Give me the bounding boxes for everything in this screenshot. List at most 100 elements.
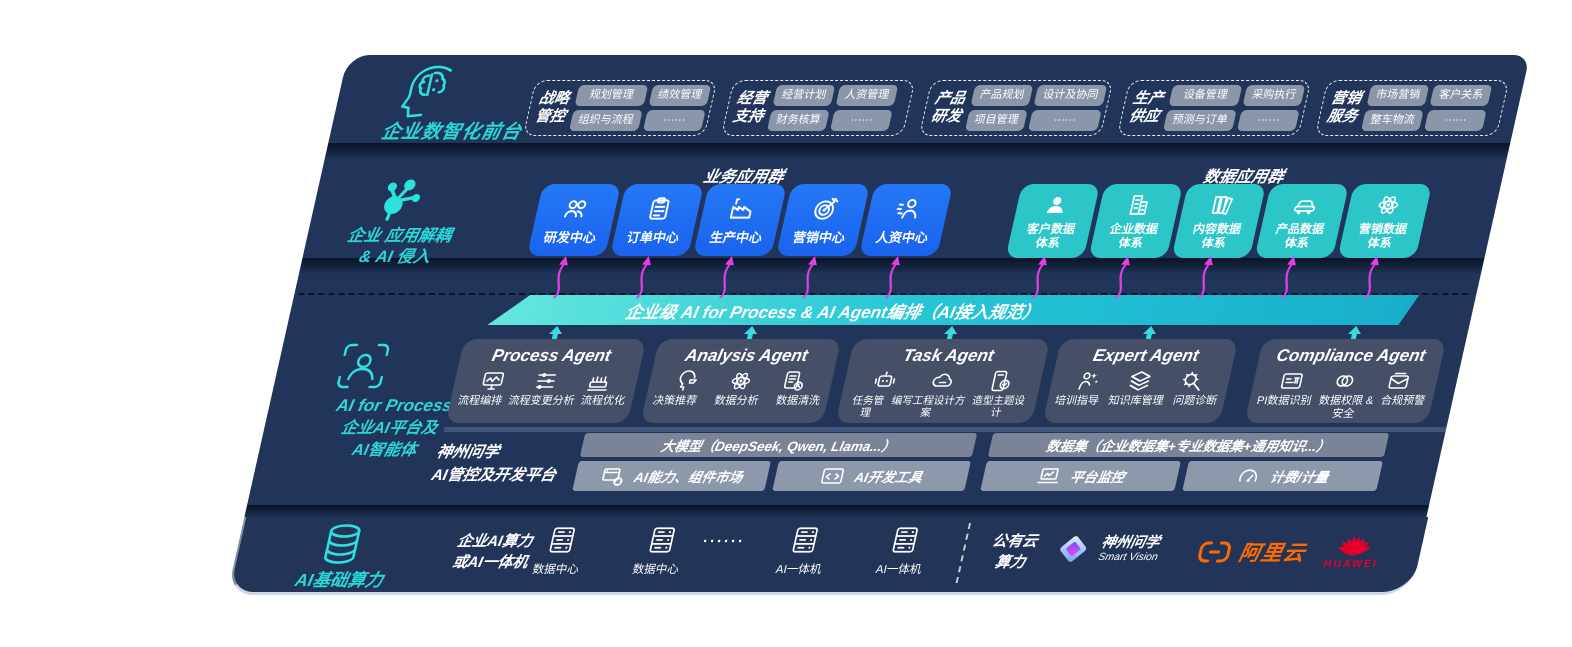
agent-item: 编写工程设计方案 bbox=[890, 395, 967, 420]
slab-edge bbox=[244, 505, 1430, 517]
huawei-flower-icon bbox=[1338, 536, 1371, 556]
agent-item: 问题诊断 bbox=[1171, 395, 1219, 407]
hr-icon bbox=[896, 198, 917, 219]
module-pill: ······ bbox=[1423, 110, 1487, 131]
agent-title: Process Agent bbox=[490, 346, 613, 365]
agent-item: 数据清洗 bbox=[774, 395, 822, 407]
molecule-icon bbox=[384, 179, 421, 221]
connector-arrow bbox=[1280, 256, 1296, 299]
app-label: 内容数据 体系 bbox=[1191, 221, 1243, 250]
app-label: 生产中心 bbox=[708, 229, 764, 245]
model-panel: 大模型（DeepSeek, Qwen, Llama...） AI能力、组件市场 … bbox=[572, 433, 978, 491]
server-icon bbox=[792, 527, 818, 553]
module-pill: 财务核算 bbox=[766, 110, 830, 131]
data-clean-icon bbox=[784, 371, 804, 391]
dataset-bar: 数据集（企业数据集+专业数据集+通用知识...） bbox=[987, 433, 1390, 457]
module-pill: 客户关系 bbox=[1429, 85, 1493, 106]
brain-head-icon bbox=[401, 65, 453, 118]
connector-arrow bbox=[884, 256, 900, 299]
huawei-logo: HUAWEI bbox=[1323, 525, 1387, 570]
alicloud-logo: 阿里云 bbox=[1193, 537, 1309, 567]
agent-title: Expert Agent bbox=[1091, 346, 1201, 365]
server-icon bbox=[549, 527, 575, 553]
ellipsis: ······ bbox=[700, 533, 747, 550]
group-title: 产品 bbox=[933, 90, 968, 107]
module-pill: 采购执行 bbox=[1242, 85, 1306, 106]
group-product: 产品 研发 产品规划 设计及协同 项目管理 ······ bbox=[918, 80, 1114, 136]
flow-monitor-icon bbox=[482, 372, 504, 390]
llm-bar: 大模型（DeepSeek, Qwen, Llama...） bbox=[579, 433, 978, 457]
ai-appliance-node: AI一体机 bbox=[857, 525, 949, 577]
smartvision-name: 神州问学 bbox=[1099, 534, 1162, 551]
group-marketing: 营销 服务 市场营销 客户关系 整车物流 ······ bbox=[1314, 80, 1510, 136]
app-label: 订单中心 bbox=[625, 229, 681, 245]
task-agent-card: Task Agent 任务管理 编写工程设计方案 造型主题设计 bbox=[835, 339, 1051, 423]
app-content-data: 内容数据 体系 bbox=[1171, 184, 1267, 258]
dataset-panel: 数据集（企业数据集+专业数据集+通用知识...） 平台监控 计费/计量 bbox=[980, 433, 1390, 491]
module-pill: 产品规划 bbox=[970, 85, 1034, 106]
data-permission-icon bbox=[1336, 375, 1354, 387]
target-icon bbox=[814, 197, 839, 220]
app-rd-center: 研发中心 bbox=[526, 184, 622, 256]
application-layer-label: 企业 应用解耦 & AI 侵入 bbox=[345, 227, 454, 266]
face-scan-icon bbox=[337, 343, 390, 389]
module-pill: 预测与订单 bbox=[1162, 110, 1237, 131]
module-pill: 设计及协同 bbox=[1033, 85, 1108, 106]
agent-item: 合规预警 bbox=[1379, 395, 1427, 407]
app-label: 研发中心 bbox=[542, 229, 598, 245]
app-marketing-data: 营销数据 体系 bbox=[1337, 184, 1433, 258]
connector-arrow bbox=[552, 256, 568, 299]
component-market-icon bbox=[602, 468, 623, 486]
app-customer-data: 客户数据 体系 bbox=[1005, 184, 1101, 258]
platform-monitor-cell: 平台监控 bbox=[980, 461, 1181, 491]
app-label: 人资中心 bbox=[874, 229, 930, 245]
app-enterprise-data: 企业数据 体系 bbox=[1088, 184, 1184, 258]
layer-ai-platform: 企业级 AI for Process & AI Agent编排（AI接入规范） … bbox=[247, 273, 1482, 505]
flow-sliders-icon bbox=[535, 373, 557, 389]
alicloud-name: 阿里云 bbox=[1236, 542, 1308, 565]
layer-infrastructure: AI基础算力 企业AI算力 或AI一体机 数据中心 数据中心 ······ AI一… bbox=[226, 517, 1429, 595]
app-label: 营销中心 bbox=[791, 229, 847, 245]
connector-arrow bbox=[635, 256, 651, 299]
ai-devtools-cell: AI开发工具 bbox=[772, 461, 971, 491]
layer-applications: 企业 应用解耦 & AI 侵入 业务应用群 数据应用群 研发中心 订单中心 bbox=[302, 158, 1507, 299]
agent-item: 培训指导 bbox=[1053, 395, 1101, 407]
huawei-name: HUAWEI bbox=[1322, 558, 1380, 570]
node-label: AI一体机 bbox=[874, 564, 923, 576]
compliance-alert-icon bbox=[1388, 372, 1410, 389]
module-pill: 人资管理 bbox=[835, 85, 899, 106]
connector-arrow bbox=[1363, 256, 1379, 299]
app-production-center: 生产中心 bbox=[692, 184, 788, 256]
server-icon bbox=[649, 527, 675, 553]
connector-arrow bbox=[801, 256, 817, 299]
dev-tools-icon bbox=[821, 468, 845, 484]
theme-design-icon bbox=[990, 370, 1010, 392]
pi-data-icon bbox=[1280, 373, 1303, 389]
atom-icon bbox=[1378, 195, 1399, 214]
app-order-center: 订单中心 bbox=[609, 184, 705, 256]
agent-item: 知识库管理 bbox=[1107, 395, 1165, 407]
app-product-data: 产品数据 体系 bbox=[1254, 184, 1350, 258]
agent-title: Analysis Agent bbox=[683, 346, 810, 365]
factory-icon bbox=[729, 197, 752, 219]
monitor-laptop-icon bbox=[1037, 468, 1059, 484]
training-icon bbox=[1077, 372, 1098, 390]
module-pill: ······ bbox=[829, 110, 893, 131]
billing-gauge-icon bbox=[1239, 469, 1258, 482]
module-pill: ······ bbox=[1027, 110, 1102, 131]
decision-head-icon bbox=[679, 370, 697, 391]
billing-cell: 计费/计量 bbox=[1182, 461, 1383, 491]
analysis-atom-icon bbox=[731, 372, 751, 390]
cloud-design-icon bbox=[932, 373, 952, 387]
agent-item: 任务管理 bbox=[851, 395, 886, 420]
app-label: 企业数据 体系 bbox=[1108, 221, 1160, 250]
front-office-groups: 战略 管控 规划管理 绩效管理 组织与流程 ······ 经营 支持 经营计划 人资… bbox=[522, 80, 1510, 136]
platform-label: 神州问学 AI管控及开发平台 bbox=[429, 444, 558, 485]
server-icon bbox=[892, 527, 918, 553]
agent-title: Task Agent bbox=[901, 346, 996, 365]
agent-item: 造型主题设计 bbox=[970, 395, 1027, 420]
module-pill: ······ bbox=[1236, 110, 1300, 131]
agent-item: 流程变更分析 bbox=[507, 395, 576, 407]
diagram-slab-stack: 企业数智化前台 战略 管控 规划管理 绩效管理 组织与流程 ······ 经营 支持… bbox=[213, 55, 1541, 598]
